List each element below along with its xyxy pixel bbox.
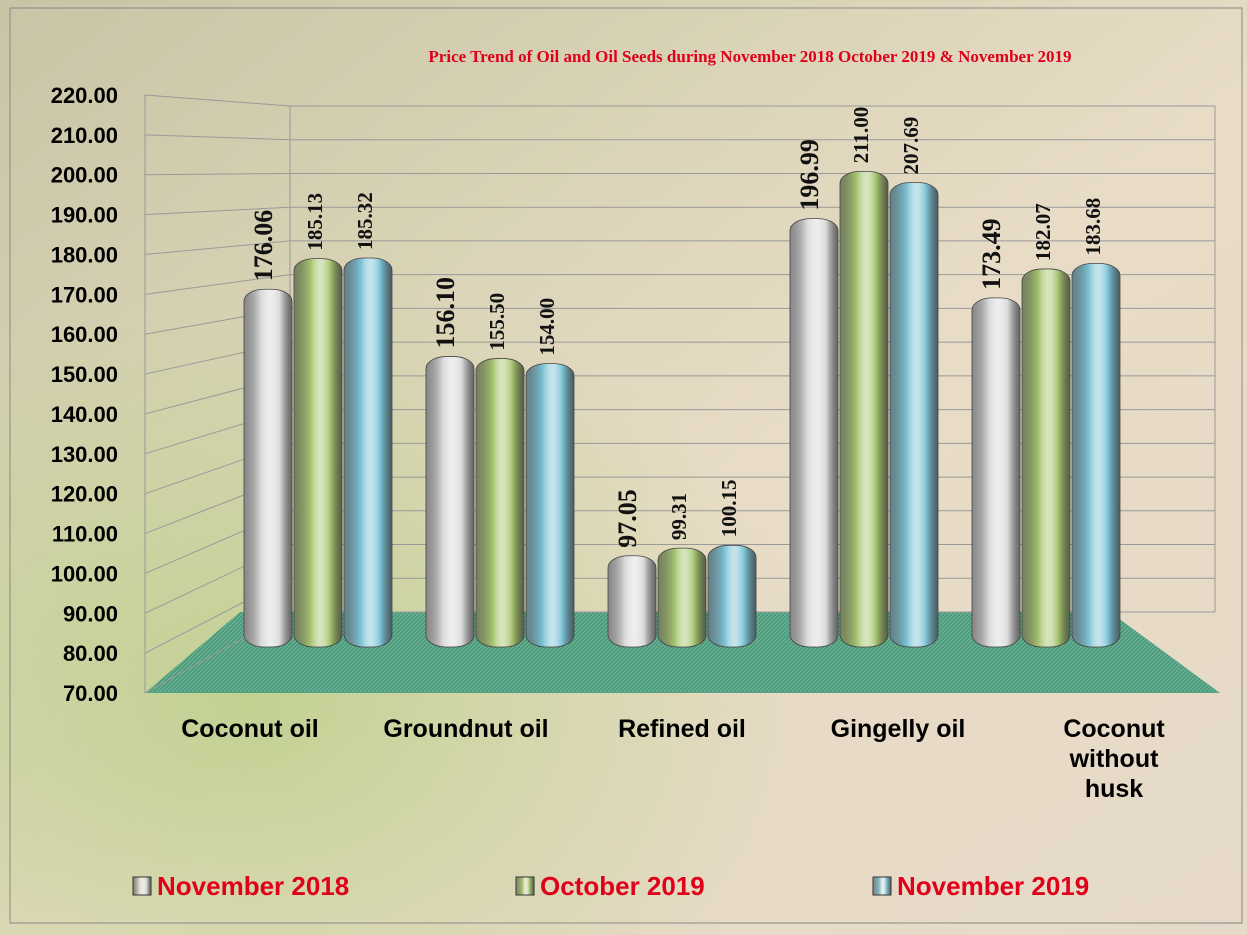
value-label: 183.68 [1081,198,1105,256]
bar [525,363,575,648]
bar [839,170,889,648]
value-label: 97.05 [613,489,642,548]
value-label: 207.69 [899,117,923,175]
bar [971,297,1021,648]
x-tick-label: Refined oil [618,715,746,743]
value-label: 185.32 [353,192,377,250]
y-tick-label: 190.00 [51,203,118,228]
value-label: 182.07 [1031,203,1055,261]
bar [1071,263,1121,648]
x-tick-label: Coconut oil [181,715,319,743]
y-tick-label: 160.00 [51,322,118,347]
y-tick-label: 130.00 [51,442,118,467]
chart-title: Price Trend of Oil and Oil Seeds during … [428,47,1071,66]
bar [343,257,393,648]
value-label: 100.15 [717,480,741,538]
value-label: 155.50 [485,293,509,351]
legend-marker [872,876,892,896]
value-label: 176.06 [249,210,278,282]
floor [145,612,1220,693]
y-tick-label: 110.00 [52,522,118,547]
x-tick-label: Coconut without husk [1063,715,1165,803]
bar [707,544,757,648]
legend-marker [515,876,535,896]
bar [425,356,475,648]
bar [243,288,293,648]
x-tick-label: Gingelly oil [830,715,966,743]
legend-label: November 2019 [897,871,1089,901]
y-tick-label: 210.00 [51,123,118,148]
y-tick-label: 120.00 [51,482,118,507]
y-tick-label: 70.00 [63,681,118,706]
bar [293,258,343,648]
legend-label: November 2018 [157,871,349,901]
legend-label: October 2019 [540,871,705,901]
x-tick-label: Groundnut oil [383,715,549,743]
y-tick-label: 100.00 [51,561,118,586]
y-tick-label: 170.00 [51,282,118,307]
y-tick-label: 140.00 [51,402,118,427]
y-tick-label: 220.00 [51,83,118,108]
value-label: 185.13 [303,193,327,251]
value-label: 196.99 [795,139,824,211]
value-label: 156.10 [431,277,460,349]
y-tick-label: 200.00 [51,163,118,188]
y-tick-label: 180.00 [51,242,118,267]
legend: November 2018 October 2019 November 2019 [132,871,1089,901]
value-label: 99.31 [667,493,691,540]
bar [475,358,525,648]
legend-marker [132,876,152,896]
y-tick-label: 80.00 [63,641,118,666]
y-tick-label: 90.00 [63,601,118,626]
bar [789,218,839,648]
value-label: 173.49 [977,218,1006,290]
bar [889,182,939,648]
value-label: 154.00 [535,298,559,356]
frame [9,7,1243,924]
bar [657,547,707,648]
y-tick-label: 150.00 [51,362,118,387]
value-label: 211.00 [849,107,873,164]
bar [607,555,657,648]
bar [1021,268,1071,648]
